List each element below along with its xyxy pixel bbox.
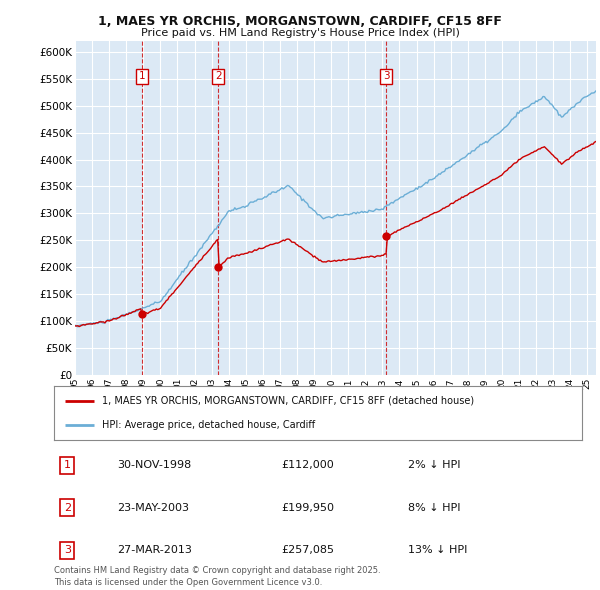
Text: 1, MAES YR ORCHIS, MORGANSTOWN, CARDIFF, CF15 8FF (detached house): 1, MAES YR ORCHIS, MORGANSTOWN, CARDIFF,… <box>101 396 473 406</box>
Text: 2% ↓ HPI: 2% ↓ HPI <box>408 460 460 470</box>
Text: 1, MAES YR ORCHIS, MORGANSTOWN, CARDIFF, CF15 8FF: 1, MAES YR ORCHIS, MORGANSTOWN, CARDIFF,… <box>98 15 502 28</box>
Text: 13% ↓ HPI: 13% ↓ HPI <box>408 545 467 555</box>
Text: 3: 3 <box>383 71 389 81</box>
Text: 2: 2 <box>64 503 71 513</box>
Text: 3: 3 <box>64 545 71 555</box>
Text: Contains HM Land Registry data © Crown copyright and database right 2025.
This d: Contains HM Land Registry data © Crown c… <box>54 566 380 587</box>
Text: £112,000: £112,000 <box>281 460 334 470</box>
Text: 23-MAY-2003: 23-MAY-2003 <box>118 503 190 513</box>
Text: 8% ↓ HPI: 8% ↓ HPI <box>408 503 460 513</box>
Text: 1: 1 <box>64 460 71 470</box>
Text: 30-NOV-1998: 30-NOV-1998 <box>118 460 191 470</box>
Text: £257,085: £257,085 <box>281 545 334 555</box>
Text: £199,950: £199,950 <box>281 503 334 513</box>
Text: HPI: Average price, detached house, Cardiff: HPI: Average price, detached house, Card… <box>101 420 314 430</box>
Text: 2: 2 <box>215 71 221 81</box>
Text: Price paid vs. HM Land Registry's House Price Index (HPI): Price paid vs. HM Land Registry's House … <box>140 28 460 38</box>
Text: 27-MAR-2013: 27-MAR-2013 <box>118 545 192 555</box>
Text: 1: 1 <box>139 71 145 81</box>
